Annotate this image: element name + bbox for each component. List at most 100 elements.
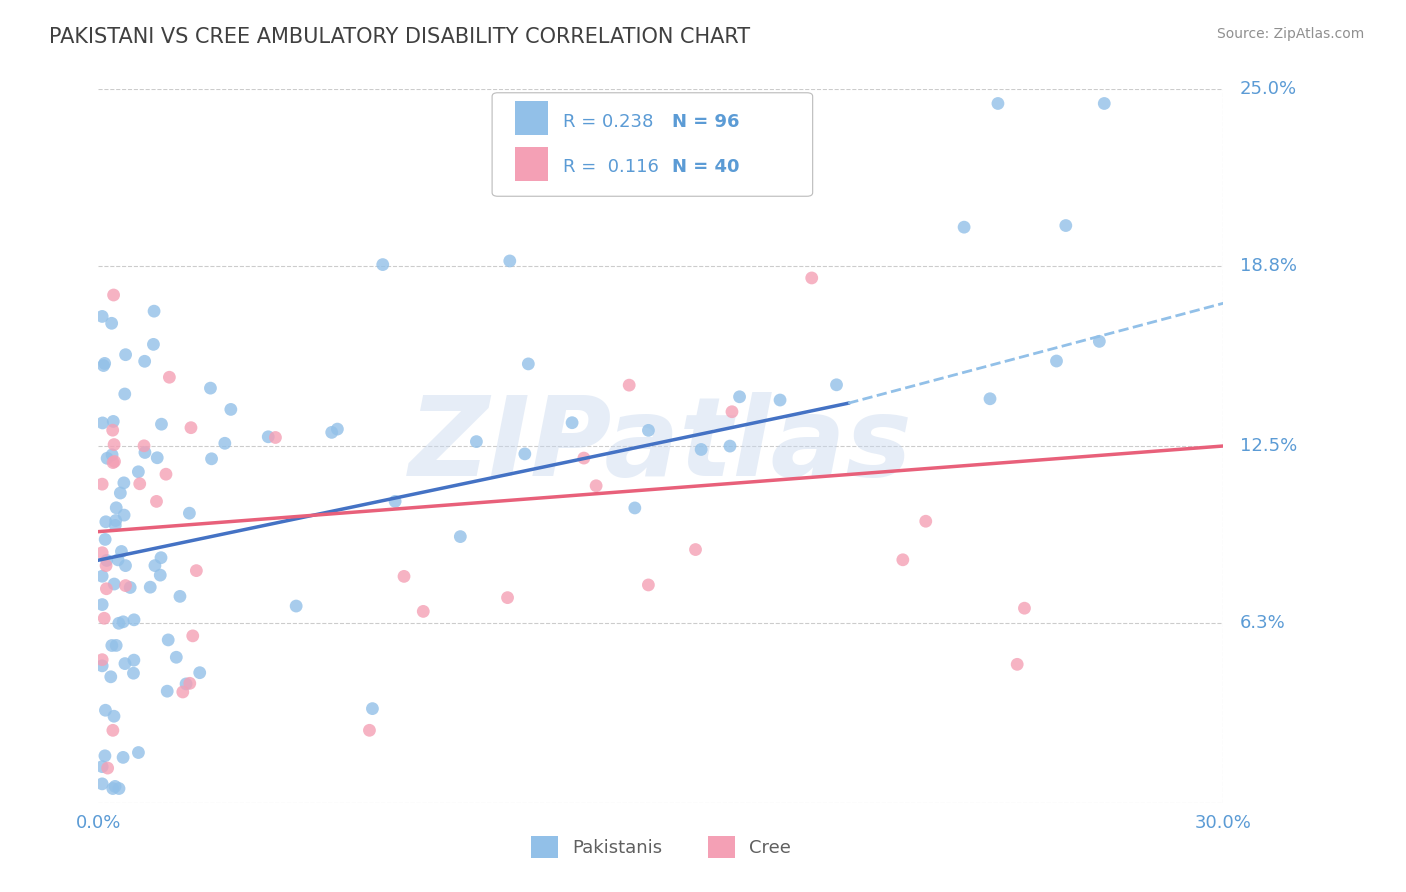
Point: [101, 781, 124, 796]
Point: [321, 425, 343, 440]
Text: PAKISTANI VS CREE AMBULATORY DISABILITY CORRELATION CHART: PAKISTANI VS CREE AMBULATORY DISABILITY …: [49, 27, 751, 46]
Point: [110, 486, 132, 500]
Point: [105, 639, 128, 653]
Point: [100, 316, 122, 330]
Point: [146, 450, 169, 465]
Point: [114, 657, 136, 671]
Point: [100, 670, 122, 684]
Point: [157, 632, 180, 647]
Point: [150, 550, 173, 565]
Point: [718, 439, 741, 453]
Point: [1088, 334, 1111, 349]
Point: [134, 354, 156, 368]
Point: [94, 748, 117, 763]
Point: [174, 677, 197, 691]
Point: [825, 377, 848, 392]
Point: [561, 416, 583, 430]
Point: [112, 750, 135, 764]
Point: [101, 423, 124, 437]
Point: [114, 578, 136, 592]
Point: [987, 96, 1010, 111]
Point: [1014, 601, 1036, 615]
Point: [108, 781, 131, 796]
Point: [384, 494, 406, 508]
Point: [96, 451, 118, 466]
Point: [94, 558, 117, 573]
Point: [112, 615, 135, 629]
Point: [914, 514, 936, 528]
Point: [114, 348, 136, 362]
Point: [200, 451, 222, 466]
Point: [101, 456, 124, 470]
Text: R =  0.116: R = 0.116: [562, 158, 659, 176]
Text: Source: ZipAtlas.com: Source: ZipAtlas.com: [1216, 27, 1364, 41]
Point: [103, 577, 125, 591]
Point: [127, 465, 149, 479]
Point: [93, 356, 115, 370]
Point: [1092, 96, 1115, 111]
Point: [103, 437, 125, 451]
Point: [114, 558, 136, 573]
Point: [122, 653, 145, 667]
Point: [110, 544, 132, 558]
Point: [496, 591, 519, 605]
Point: [180, 420, 202, 434]
Point: [721, 405, 744, 419]
Point: [165, 650, 187, 665]
Point: [637, 578, 659, 592]
Point: [690, 442, 713, 457]
Point: [93, 359, 115, 373]
Point: [412, 604, 434, 618]
Point: [112, 475, 135, 490]
Point: [143, 304, 166, 318]
Point: [499, 254, 522, 268]
Point: [465, 434, 488, 449]
Point: [392, 569, 415, 583]
Bar: [515, 101, 548, 135]
Point: [91, 416, 114, 430]
Point: [91, 546, 114, 560]
Point: [637, 423, 659, 437]
Point: [91, 569, 114, 583]
Point: [93, 611, 115, 625]
Point: [103, 454, 125, 468]
Point: [188, 665, 211, 680]
Point: [91, 310, 114, 324]
Point: [91, 598, 114, 612]
Point: [219, 402, 242, 417]
Point: [513, 447, 536, 461]
Point: [104, 780, 127, 794]
Point: [585, 479, 607, 493]
Point: [114, 387, 136, 401]
Point: [624, 500, 647, 515]
Point: [179, 676, 201, 690]
Point: [104, 518, 127, 533]
Point: [122, 613, 145, 627]
Point: [103, 709, 125, 723]
Point: [214, 436, 236, 450]
Point: [134, 445, 156, 459]
Point: [800, 271, 823, 285]
Text: R = 0.238: R = 0.238: [562, 113, 654, 131]
Point: [169, 590, 191, 604]
Point: [101, 639, 124, 653]
Point: [1045, 354, 1067, 368]
Point: [103, 414, 125, 428]
Point: [157, 370, 180, 384]
Text: 25.0%: 25.0%: [1240, 80, 1298, 98]
Point: [150, 417, 173, 432]
Point: [979, 392, 1001, 406]
Point: [371, 258, 394, 272]
Point: [953, 220, 976, 235]
Point: [181, 629, 204, 643]
Text: 6.3%: 6.3%: [1240, 614, 1286, 632]
Point: [179, 506, 201, 520]
Point: [91, 477, 114, 491]
Point: [97, 761, 120, 775]
Point: [361, 701, 384, 715]
Text: ZIPatlas: ZIPatlas: [409, 392, 912, 500]
Point: [107, 616, 129, 631]
Point: [257, 430, 280, 444]
Point: [96, 582, 118, 596]
Point: [769, 392, 792, 407]
